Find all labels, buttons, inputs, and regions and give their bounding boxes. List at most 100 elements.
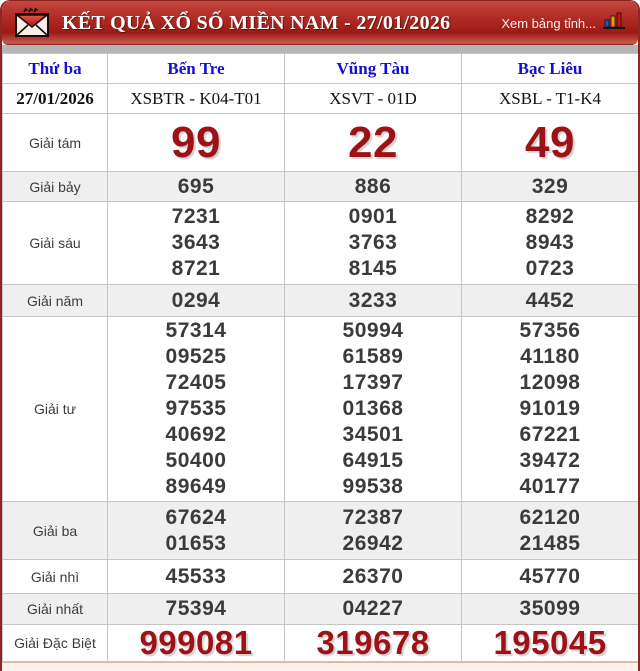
prize-number: 39472 (519, 449, 581, 472)
prize-number: 12098 (519, 371, 581, 394)
prize-value-cell: 50994 61589 17397 01368 34501 64915 99538 (284, 316, 462, 502)
prize-rows: Giải tám 99 22 49 Giải bảy 695 886 329 Giải sáu 7… (2, 113, 638, 662)
prize-number: 45770 (519, 564, 581, 588)
prize-label: Giải nhì (2, 559, 108, 594)
prize-number: 50400 (165, 449, 227, 472)
prize-number: 72387 (342, 505, 404, 529)
prize-value-cell: 49 (461, 113, 638, 172)
prize-value-cell: 8292 8943 0723 (461, 201, 638, 285)
prize-number: 26942 (342, 531, 404, 555)
view-province-table-label: Xem bảng tỉnh... (501, 15, 596, 31)
prize-value-cell: 75394 (107, 593, 285, 625)
prize-value-cell: 7231 3643 8721 (107, 201, 285, 285)
prize-number: 01653 (165, 531, 227, 555)
prize-value-cell: 57356 41180 12098 91019 67221 39472 40177 (461, 316, 638, 502)
prize-value-cell: 195045 (461, 624, 638, 662)
prize-value-cell: 319678 (284, 624, 462, 662)
draw-code: XSBL - T1-K4 (499, 88, 601, 108)
prize-value-cell: 22 (284, 113, 462, 172)
prize-label: Giải Đặc Biệt (2, 624, 108, 662)
draw-code: XSVT - 01D (329, 88, 417, 108)
prize-row: Giải năm 0294 3233 4452 (2, 284, 638, 317)
prize-number: 0723 (525, 257, 575, 280)
view-province-table-link[interactable]: Xem bảng tỉnh... (501, 12, 626, 35)
prize-label: Giải ba (2, 501, 108, 560)
results-table: Thứ ba Bến Tre Vũng Tàu Bạc Liêu 27/01/2… (2, 53, 638, 662)
prize-value-cell: 57314 09525 72405 97535 40692 50400 89649 (107, 316, 285, 502)
prize-value-cell: 67624 01653 (107, 501, 285, 560)
prize-number: 89649 (165, 475, 227, 498)
prize-number: 0901 (348, 205, 398, 228)
prize-number: 75394 (165, 597, 227, 620)
prize-number: 97535 (165, 397, 227, 420)
prize-label: Giải tám (2, 113, 108, 172)
prize-number: 4452 (525, 288, 575, 312)
prize-number: 04227 (342, 597, 404, 620)
draw-code-cell: XSBL - T1-K4 (461, 83, 638, 114)
prize-label: Giải tư (2, 316, 108, 502)
next-section-edge (2, 662, 638, 671)
prize-number: 0294 (171, 288, 221, 312)
prize-number: 67624 (165, 505, 227, 529)
prize-number: 64915 (342, 449, 404, 472)
prize-row: Giải Đặc Biệt 999081 319678 195045 (2, 624, 638, 662)
prize-number: 99 (171, 117, 221, 167)
prize-number: 41180 (520, 345, 580, 368)
draw-date: 27/01/2026 (16, 88, 94, 108)
prize-number: 8721 (171, 257, 221, 280)
prize-number: 61589 (342, 345, 404, 368)
prize-number: 195045 (493, 624, 607, 661)
prize-value-cell: 26370 (284, 559, 462, 594)
prize-number: 62120 (519, 505, 581, 529)
prize-number: 34501 (342, 423, 404, 446)
prize-value-cell: 3233 (284, 284, 462, 317)
province-link-bac-lieu[interactable]: Bạc Liêu (517, 58, 583, 78)
province-header-row: Thứ ba Bến Tre Vũng Tàu Bạc Liêu (2, 53, 638, 84)
prize-value-cell: 695 (107, 171, 285, 202)
banner-divider (2, 45, 638, 53)
prize-value-cell: 999081 (107, 624, 285, 662)
prize-number: 99538 (342, 475, 404, 498)
province-link-ben-tre[interactable]: Bến Tre (167, 58, 225, 78)
draw-code-row: 27/01/2026 XSBTR - K04-T01 XSVT - 01D XS… (2, 83, 638, 114)
prize-number: 72405 (165, 371, 227, 394)
draw-code-cell: XSBTR - K04-T01 (107, 83, 285, 114)
prize-number: 49 (525, 117, 575, 167)
prize-number: 22 (348, 117, 398, 167)
prize-value-cell: 99 (107, 113, 285, 172)
draw-code: XSBTR - K04-T01 (130, 88, 262, 108)
prize-row: Giải tám 99 22 49 (2, 113, 638, 172)
prize-value-cell: 35099 (461, 593, 638, 625)
banner: KẾT QUẢ XỔ SỐ MIỀN NAM - 27/01/2026 Xem … (2, 1, 638, 45)
prize-label: Giải bảy (2, 171, 108, 202)
prize-number: 40692 (165, 423, 227, 446)
prize-number: 50994 (342, 319, 404, 342)
prize-number: 319678 (316, 624, 430, 661)
draw-date-cell: 27/01/2026 (2, 83, 108, 114)
prize-number: 8145 (348, 257, 398, 280)
weekday-cell: Thứ ba (2, 53, 108, 84)
prize-value-cell: 62120 21485 (461, 501, 638, 560)
prize-row: Giải nhất 75394 04227 35099 (2, 593, 638, 625)
prize-row: Giải nhì 45533 26370 45770 (2, 559, 638, 594)
prize-number: 09525 (165, 345, 227, 368)
prize-value-cell: 45770 (461, 559, 638, 594)
prize-value-cell: 0294 (107, 284, 285, 317)
prize-value-cell: 72387 26942 (284, 501, 462, 560)
prize-row: Giải bảy 695 886 329 (2, 171, 638, 202)
prize-number: 17397 (342, 371, 404, 394)
prize-label: Giải năm (2, 284, 108, 317)
prize-number: 8292 (525, 205, 575, 228)
prize-value-cell: 45533 (107, 559, 285, 594)
prize-row: Giải ba 67624 01653 72387 26942 62120 21485 (2, 501, 638, 560)
prize-number: 57314 (165, 319, 227, 342)
prize-number: 57356 (519, 319, 581, 342)
prize-number: 8943 (525, 231, 575, 254)
prize-number: 35099 (519, 597, 581, 620)
prize-number: 7231 (171, 205, 221, 228)
prize-value-cell: 04227 (284, 593, 462, 625)
prize-number: 45533 (165, 564, 227, 588)
prize-number: 21485 (519, 531, 581, 555)
province-link-vung-tau[interactable]: Vũng Tàu (336, 58, 410, 78)
